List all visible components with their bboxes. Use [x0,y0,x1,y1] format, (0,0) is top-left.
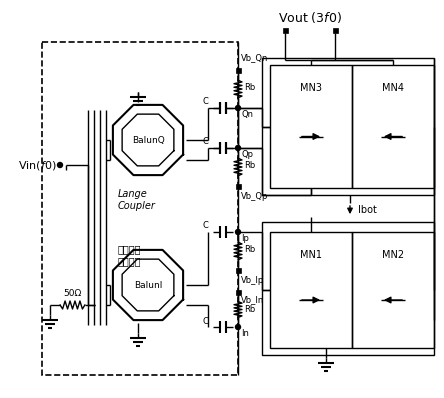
Bar [42,42,238,375]
Text: MN2: MN2 [382,250,404,260]
Bar [333,27,337,33]
Text: Vb_Qp: Vb_Qp [241,192,268,201]
Bar [262,222,434,355]
Bar [352,232,434,348]
Text: In: In [241,329,249,338]
Bar [235,267,241,273]
Text: C: C [202,98,208,107]
Text: MN3: MN3 [300,83,322,93]
Text: Vb_Ip: Vb_Ip [241,276,264,285]
Text: BalunI: BalunI [134,281,162,289]
Text: Ip: Ip [241,234,249,243]
Text: C: C [202,222,208,230]
Circle shape [235,105,241,111]
Bar [352,65,434,188]
Text: Vb_In: Vb_In [241,295,264,304]
Circle shape [235,324,241,330]
Text: 正交信号
产生电路: 正交信号 产生电路 [118,244,142,266]
Bar [235,68,241,72]
Bar [235,183,241,189]
Text: BalunQ: BalunQ [131,135,164,144]
Bar [235,289,241,295]
Text: Qp: Qp [241,150,253,159]
Text: Vout (3$f$0): Vout (3$f$0) [278,10,342,25]
Text: Rb: Rb [244,84,255,92]
Text: Vin($f$0): Vin($f$0) [18,158,56,172]
Text: Rb: Rb [244,162,255,170]
Text: C: C [202,316,208,326]
Bar [262,58,434,195]
Text: Qn: Qn [241,110,253,119]
Text: Lange
Coupler: Lange Coupler [118,189,156,211]
Text: 50Ω: 50Ω [63,289,81,298]
Text: Rb: Rb [244,304,255,314]
Bar [270,65,352,188]
Bar [282,27,288,33]
Circle shape [58,162,63,168]
Text: C: C [202,137,208,146]
Text: MN1: MN1 [300,250,322,260]
Bar [270,232,352,348]
Text: MN4: MN4 [382,83,404,93]
Text: Vb_Qn: Vb_Qn [241,53,268,62]
Text: Ibot: Ibot [358,205,377,215]
Circle shape [235,146,241,150]
Text: Rb: Rb [244,246,255,254]
Circle shape [235,230,241,234]
